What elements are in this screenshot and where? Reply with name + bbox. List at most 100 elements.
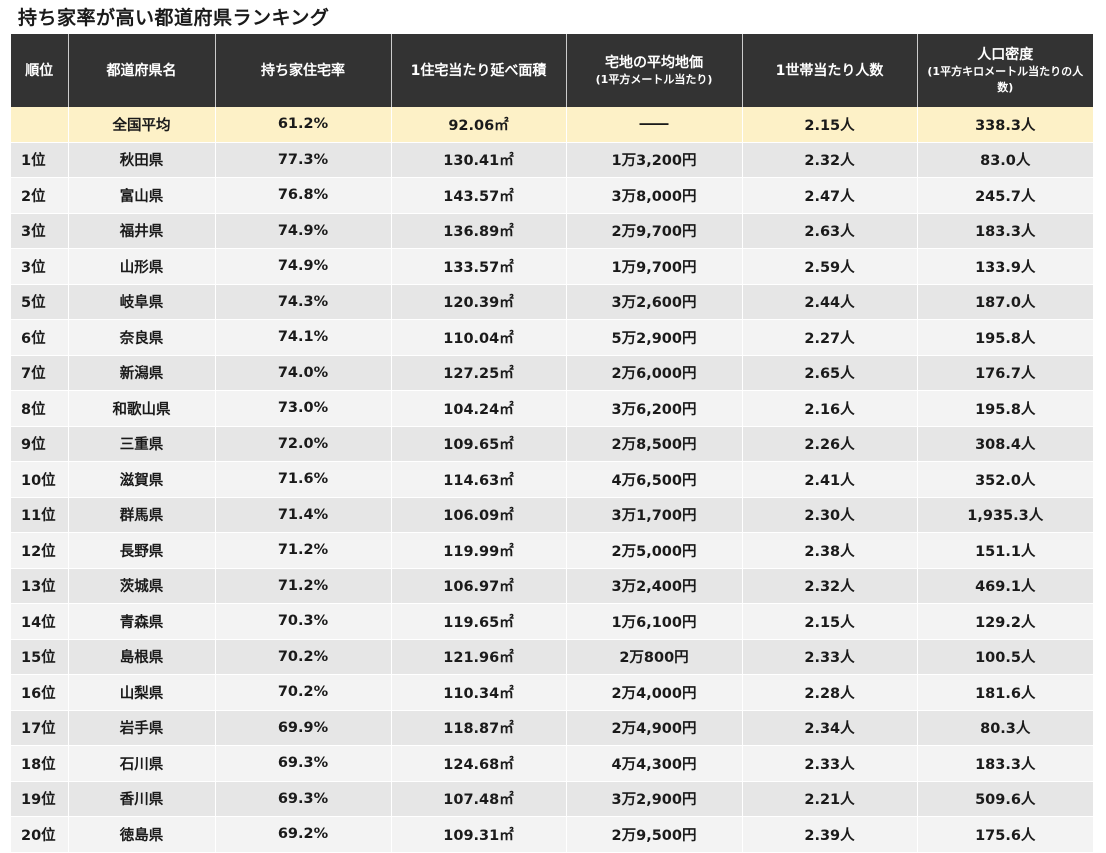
cell-area: 130.41㎡ — [391, 142, 567, 178]
header-pref: 都道府県名 — [68, 34, 216, 107]
cell-household: 2.32人 — [742, 568, 918, 604]
cell-density: 187.0人 — [917, 284, 1093, 320]
cell-rank: 20位 — [11, 816, 69, 853]
cell-rank: 10位 — [11, 461, 69, 498]
cell-household: 2.28人 — [742, 674, 918, 711]
cell-pref: 群馬県 — [68, 497, 216, 533]
cell-density: 151.1人 — [917, 532, 1093, 569]
cell-rate: 71.2% — [215, 568, 392, 604]
cell-density: 133.9人 — [917, 248, 1093, 285]
header-row: 順位 都道府県名 持ち家住宅率 1住宅当たり延べ面積 宅地の平均地価 (1平方メ… — [11, 34, 1093, 107]
cell-rank: 17位 — [11, 710, 69, 746]
cell-price: 3万2,400円 — [566, 568, 743, 604]
cell-price: 3万1,700円 — [566, 497, 743, 533]
cell-rank — [11, 107, 69, 143]
cell-pref: 和歌山県 — [68, 390, 216, 427]
table-row: 17位 岩手県 69.9% 118.87㎡ 2万4,900円 2.34人 80.3人 — [11, 710, 1093, 746]
cell-area: 124.68㎡ — [391, 745, 567, 782]
header-household: 1世帯当たり人数 — [742, 34, 918, 107]
cell-rate: 69.2% — [215, 816, 392, 853]
cell-density: 308.4人 — [917, 426, 1093, 462]
cell-pref: 岐阜県 — [68, 284, 216, 320]
header-area: 1住宅当たり延べ面積 — [391, 34, 567, 107]
cell-rate: 77.3% — [215, 142, 392, 178]
cell-area: 133.57㎡ — [391, 248, 567, 285]
cell-area: 104.24㎡ — [391, 390, 567, 427]
cell-rate: 73.0% — [215, 390, 392, 427]
cell-price: 2万4,900円 — [566, 710, 743, 746]
table-row: 20位 徳島県 69.2% 109.31㎡ 2万9,500円 2.39人 175.6人 — [11, 816, 1093, 853]
cell-price: 4万4,300円 — [566, 745, 743, 782]
cell-area: 121.96㎡ — [391, 639, 567, 675]
header-rank: 順位 — [11, 34, 69, 107]
cell-area: 92.06㎡ — [391, 107, 567, 143]
cell-density: 195.8人 — [917, 319, 1093, 356]
cell-rate: 69.3% — [215, 745, 392, 782]
cell-density: 352.0人 — [917, 461, 1093, 498]
cell-pref: 滋賀県 — [68, 461, 216, 498]
table-row: 16位 山梨県 70.2% 110.34㎡ 2万4,000円 2.28人 181.6人 — [11, 674, 1093, 711]
cell-density: 183.3人 — [917, 213, 1093, 249]
table-row: 3位 福井県 74.9% 136.89㎡ 2万9,700円 2.63人 183.3人 — [11, 213, 1093, 249]
cell-household: 2.16人 — [742, 390, 918, 427]
cell-density: 83.0人 — [917, 142, 1093, 178]
cell-household: 2.65人 — [742, 355, 918, 391]
table-row: 12位 長野県 71.2% 119.99㎡ 2万5,000円 2.38人 151.1人 — [11, 532, 1093, 569]
table-row: 18位 石川県 69.3% 124.68㎡ 4万4,300円 2.33人 183.3人 — [11, 745, 1093, 782]
cell-rank: 6位 — [11, 319, 69, 356]
cell-rate: 76.8% — [215, 177, 392, 214]
cell-area: 110.34㎡ — [391, 674, 567, 711]
cell-household: 2.15人 — [742, 603, 918, 640]
cell-pref: 青森県 — [68, 603, 216, 640]
cell-density: 175.6人 — [917, 816, 1093, 853]
cell-area: 127.25㎡ — [391, 355, 567, 391]
cell-pref: 山形県 — [68, 248, 216, 285]
table-row: 19位 香川県 69.3% 107.48㎡ 3万2,900円 2.21人 509.6人 — [11, 781, 1093, 817]
cell-rate: 74.9% — [215, 213, 392, 249]
cell-area: 136.89㎡ — [391, 213, 567, 249]
cell-rate: 70.2% — [215, 639, 392, 675]
cell-household: 2.44人 — [742, 284, 918, 320]
cell-pref: 富山県 — [68, 177, 216, 214]
cell-rank: 11位 — [11, 497, 69, 533]
cell-area: 109.65㎡ — [391, 426, 567, 462]
table-row: 7位 新潟県 74.0% 127.25㎡ 2万6,000円 2.65人 176.7人 — [11, 355, 1093, 391]
cell-household: 2.47人 — [742, 177, 918, 214]
cell-rate: 74.0% — [215, 355, 392, 391]
cell-price: 2万4,000円 — [566, 674, 743, 711]
table-row: 2位 富山県 76.8% 143.57㎡ 3万8,000円 2.47人 245.7人 — [11, 177, 1093, 214]
cell-rank: 15位 — [11, 639, 69, 675]
cell-rate: 71.6% — [215, 461, 392, 498]
cell-rate: 70.2% — [215, 674, 392, 711]
cell-area: 143.57㎡ — [391, 177, 567, 214]
table-row: 3位 山形県 74.9% 133.57㎡ 1万9,700円 2.59人 133.9人 — [11, 248, 1093, 285]
cell-pref: 島根県 — [68, 639, 216, 675]
cell-area: 106.97㎡ — [391, 568, 567, 604]
header-density-sub: (1平方キロメートル当たりの人数) — [927, 64, 1084, 94]
cell-price: 2万9,700円 — [566, 213, 743, 249]
cell-rank: 7位 — [11, 355, 69, 391]
cell-price: 1万6,100円 — [566, 603, 743, 640]
cell-density: 245.7人 — [917, 177, 1093, 214]
table-row: 5位 岐阜県 74.3% 120.39㎡ 3万2,600円 2.44人 187.0人 — [11, 284, 1093, 320]
cell-pref: 三重県 — [68, 426, 216, 462]
cell-price: 1万3,200円 — [566, 142, 743, 178]
cell-density: 100.5人 — [917, 639, 1093, 675]
cell-area: 106.09㎡ — [391, 497, 567, 533]
cell-area: 118.87㎡ — [391, 710, 567, 746]
cell-pref: 全国平均 — [68, 107, 216, 143]
cell-rank: 3位 — [11, 248, 69, 285]
cell-pref: 石川県 — [68, 745, 216, 782]
page-title: 持ち家率が高い都道府県ランキング — [18, 7, 330, 29]
cell-household: 2.34人 — [742, 710, 918, 746]
average-row: 全国平均 61.2% 92.06㎡ ―― 2.15人 338.3人 — [11, 107, 1093, 143]
cell-household: 2.33人 — [742, 639, 918, 675]
cell-price: 3万2,900円 — [566, 781, 743, 817]
table-row: 11位 群馬県 71.4% 106.09㎡ 3万1,700円 2.30人 1,935.3人 — [11, 497, 1093, 533]
cell-rate: 71.4% — [215, 497, 392, 533]
cell-household: 2.15人 — [742, 107, 918, 143]
table-row: 13位 茨城県 71.2% 106.97㎡ 3万2,400円 2.32人 469.1人 — [11, 568, 1093, 604]
cell-household: 2.33人 — [742, 745, 918, 782]
cell-rank: 12位 — [11, 532, 69, 569]
cell-pref: 岩手県 — [68, 710, 216, 746]
